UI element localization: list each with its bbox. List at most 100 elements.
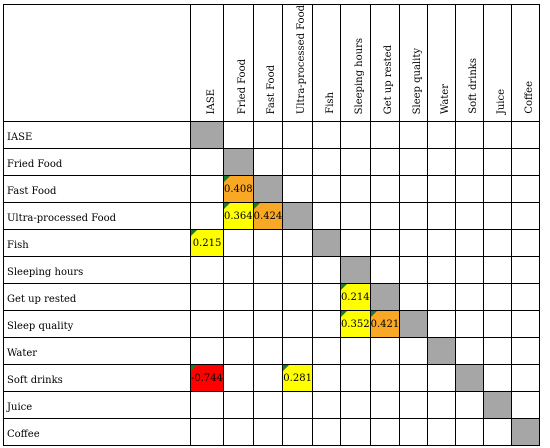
empty-cell — [399, 148, 429, 177]
empty-cell — [252, 310, 284, 339]
empty-cell — [455, 337, 485, 366]
correlation-cell: 0.364 — [223, 202, 254, 231]
table-row: IASE — [3, 121, 541, 150]
column-header: IASE — [189, 3, 225, 123]
empty-cell — [282, 391, 313, 420]
empty-cell — [339, 121, 371, 150]
empty-cell — [252, 337, 284, 366]
correlation-value: 0.214 — [340, 292, 370, 304]
empty-cell — [483, 175, 513, 204]
diagonal-cell — [511, 418, 541, 447]
empty-cell — [369, 337, 401, 366]
empty-cell — [399, 175, 429, 204]
empty-cell — [483, 337, 513, 366]
column-header-label: Sleep quality — [412, 47, 424, 115]
column-header: Water — [427, 3, 457, 123]
table-row: Fried Food — [3, 148, 541, 177]
indicator-triangle-icon — [254, 203, 260, 210]
indicator-triangle-icon — [371, 311, 377, 318]
correlation-cell: 0.421 — [369, 310, 401, 339]
correlation-matrix: IASE Fried Food Fast Food Ultra-processed F… — [3, 3, 541, 447]
row-header: Water — [3, 337, 191, 366]
empty-cell — [427, 121, 457, 150]
empty-cell — [399, 202, 429, 231]
table-row: Fast Food 0.408 — [3, 175, 541, 204]
empty-cell — [339, 364, 371, 393]
table-row: Ultra-processed Food 0.364 0.424 — [3, 202, 541, 231]
row-header: Coffee — [3, 418, 191, 447]
empty-cell — [311, 202, 341, 231]
column-header-label: Soft drinks — [468, 58, 480, 115]
empty-cell — [427, 283, 457, 312]
indicator-triangle-icon — [283, 365, 290, 372]
column-header-label: Coffee — [524, 81, 536, 115]
diagonal-cell — [311, 229, 341, 258]
column-header: Sleep quality — [399, 3, 429, 123]
correlation-value: 0.215 — [192, 238, 222, 250]
empty-cell — [427, 364, 457, 393]
empty-cell — [252, 121, 284, 150]
empty-cell — [399, 364, 429, 393]
column-header: Fast Food — [252, 3, 284, 123]
correlation-cell: 0.352 — [339, 310, 371, 339]
empty-cell — [339, 391, 371, 420]
column-header-label: Fried Food — [236, 58, 248, 115]
empty-cell — [483, 310, 513, 339]
row-header: Juice — [3, 391, 191, 420]
empty-cell — [511, 229, 541, 258]
empty-cell — [511, 391, 541, 420]
column-header-label: Fast Food — [266, 64, 278, 115]
empty-cell — [511, 310, 541, 339]
row-header: Sleeping hours — [3, 256, 191, 285]
empty-cell — [223, 418, 254, 447]
empty-cell — [427, 202, 457, 231]
row-header: Sleep quality — [3, 310, 191, 339]
empty-cell — [223, 121, 254, 150]
column-header: Get up rested — [369, 3, 401, 123]
empty-cell — [311, 364, 341, 393]
empty-cell — [427, 418, 457, 447]
diagonal-cell — [369, 283, 401, 312]
column-header-label: Get up rested — [383, 44, 395, 115]
empty-cell — [223, 337, 254, 366]
diagonal-cell — [399, 310, 429, 339]
table-row: Sleep quality 0.352 0.421 — [3, 310, 541, 339]
empty-cell — [189, 175, 225, 204]
empty-cell — [189, 391, 225, 420]
empty-cell — [282, 229, 313, 258]
empty-cell — [311, 148, 341, 177]
empty-cell — [427, 148, 457, 177]
correlation-cell: 0.214 — [339, 283, 371, 312]
empty-cell — [369, 229, 401, 258]
empty-cell — [223, 256, 254, 285]
table-row: Water — [3, 337, 541, 366]
empty-cell — [252, 283, 284, 312]
empty-cell — [399, 121, 429, 150]
correlation-value: 0.421 — [370, 319, 400, 331]
empty-cell — [311, 175, 341, 204]
row-header: Ultra-processed Food — [3, 202, 191, 231]
indicator-triangle-icon — [191, 230, 197, 237]
empty-cell — [339, 337, 371, 366]
column-header-label: Sleeping hours — [353, 37, 365, 115]
empty-cell — [369, 121, 401, 150]
empty-cell — [483, 202, 513, 231]
empty-cell — [427, 310, 457, 339]
empty-cell — [399, 256, 429, 285]
empty-cell — [427, 229, 457, 258]
empty-cell — [311, 310, 341, 339]
column-header-label: IASE — [205, 88, 217, 115]
row-header: Fried Food — [3, 148, 191, 177]
empty-cell — [455, 229, 485, 258]
empty-cell — [369, 202, 401, 231]
diagonal-cell — [223, 148, 254, 177]
indicator-triangle-icon — [341, 284, 347, 291]
table-row: Soft drinks -0.744 0.281 — [3, 364, 541, 393]
empty-cell — [511, 202, 541, 231]
row-header: Fish — [3, 229, 191, 258]
empty-cell — [282, 337, 313, 366]
empty-cell — [189, 202, 225, 231]
empty-cell — [455, 283, 485, 312]
column-header-label: Water — [440, 84, 452, 115]
empty-cell — [399, 418, 429, 447]
